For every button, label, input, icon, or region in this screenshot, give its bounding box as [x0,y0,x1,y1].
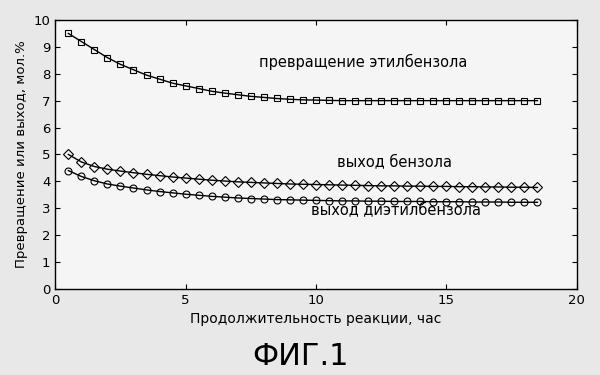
Text: выход бензола: выход бензола [337,154,452,170]
Y-axis label: Превращение или выход, мол.%: Превращение или выход, мол.% [15,40,28,268]
Text: ФИГ.1: ФИГ.1 [252,342,348,371]
X-axis label: Продолжительность реакции, час: Продолжительность реакции, час [190,312,442,326]
Text: выход диэтилбензола: выход диэтилбензола [311,202,481,217]
Text: превращение этилбензола: превращение этилбензола [259,54,467,70]
